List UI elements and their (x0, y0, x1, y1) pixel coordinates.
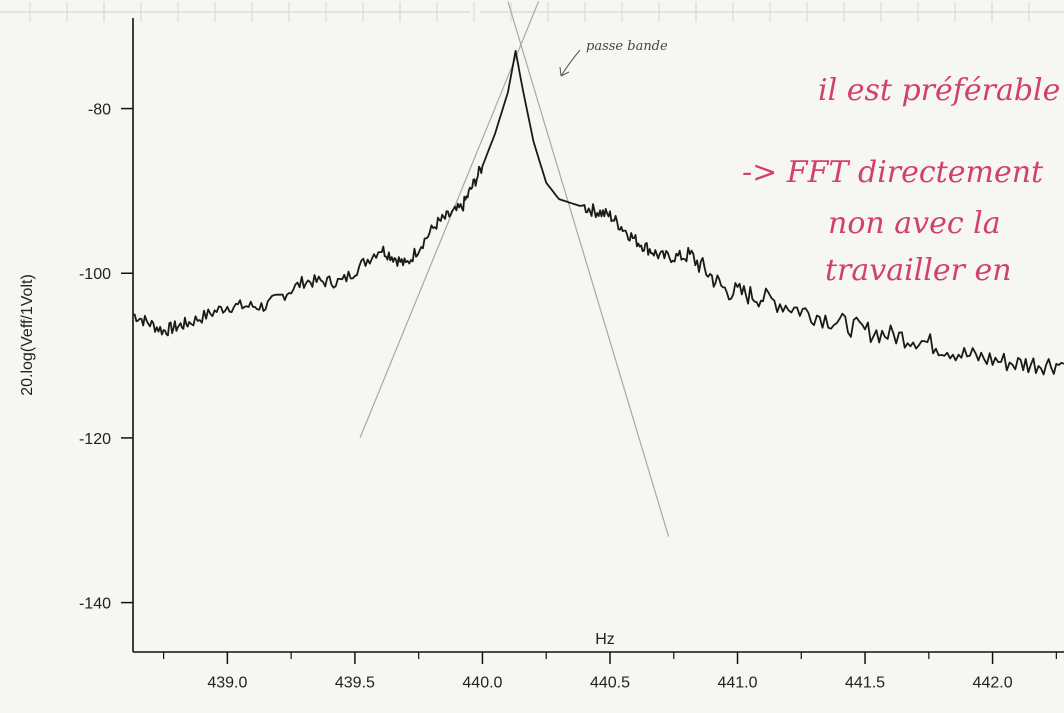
series-group (133, 50, 1064, 376)
x-tick-label: 440.0 (462, 674, 502, 691)
x-tick-label: 439.0 (207, 674, 247, 691)
x-tick-label: 441.5 (845, 674, 885, 691)
note-line-4: travailler en (825, 253, 1012, 288)
note-line-2: -> FFT directement (742, 155, 1044, 190)
note-line-1: il est préférable (818, 73, 1060, 108)
handwritten-note: il est préférable -> FFT directement non… (742, 73, 1060, 288)
series-line (133, 50, 1064, 376)
y-axis-ticks: -80 -100 -120 -140 (79, 102, 133, 613)
x-tick-label: 441.0 (717, 674, 757, 691)
x-tick-label: 442.0 (973, 674, 1013, 691)
x-axis-title: Hz (595, 631, 615, 648)
peak-label: passe bande (586, 39, 668, 54)
pencil-guide-lines (359, 1, 670, 537)
paper-grid-ticks (29, 2, 1030, 22)
y-axis-title: 20.log(Veff/1Volt) (19, 274, 36, 396)
pencil-guide-line (507, 1, 670, 537)
peak-label-arrow (559, 49, 581, 77)
x-tick-label: 439.5 (335, 674, 375, 691)
y-tick-label: -80 (88, 102, 111, 119)
y-tick-label: -100 (79, 266, 111, 283)
x-axis-ticks: 439.0 439.5 440.0 440.5 441.0 441.5 442.0 (163, 652, 1057, 691)
x-tick-label: 440.5 (590, 674, 630, 691)
y-tick-label: -120 (79, 431, 111, 448)
note-line-3: non avec la (828, 206, 1001, 241)
pencil-guide-line (359, 1, 540, 439)
y-tick-label: -140 (79, 596, 111, 613)
